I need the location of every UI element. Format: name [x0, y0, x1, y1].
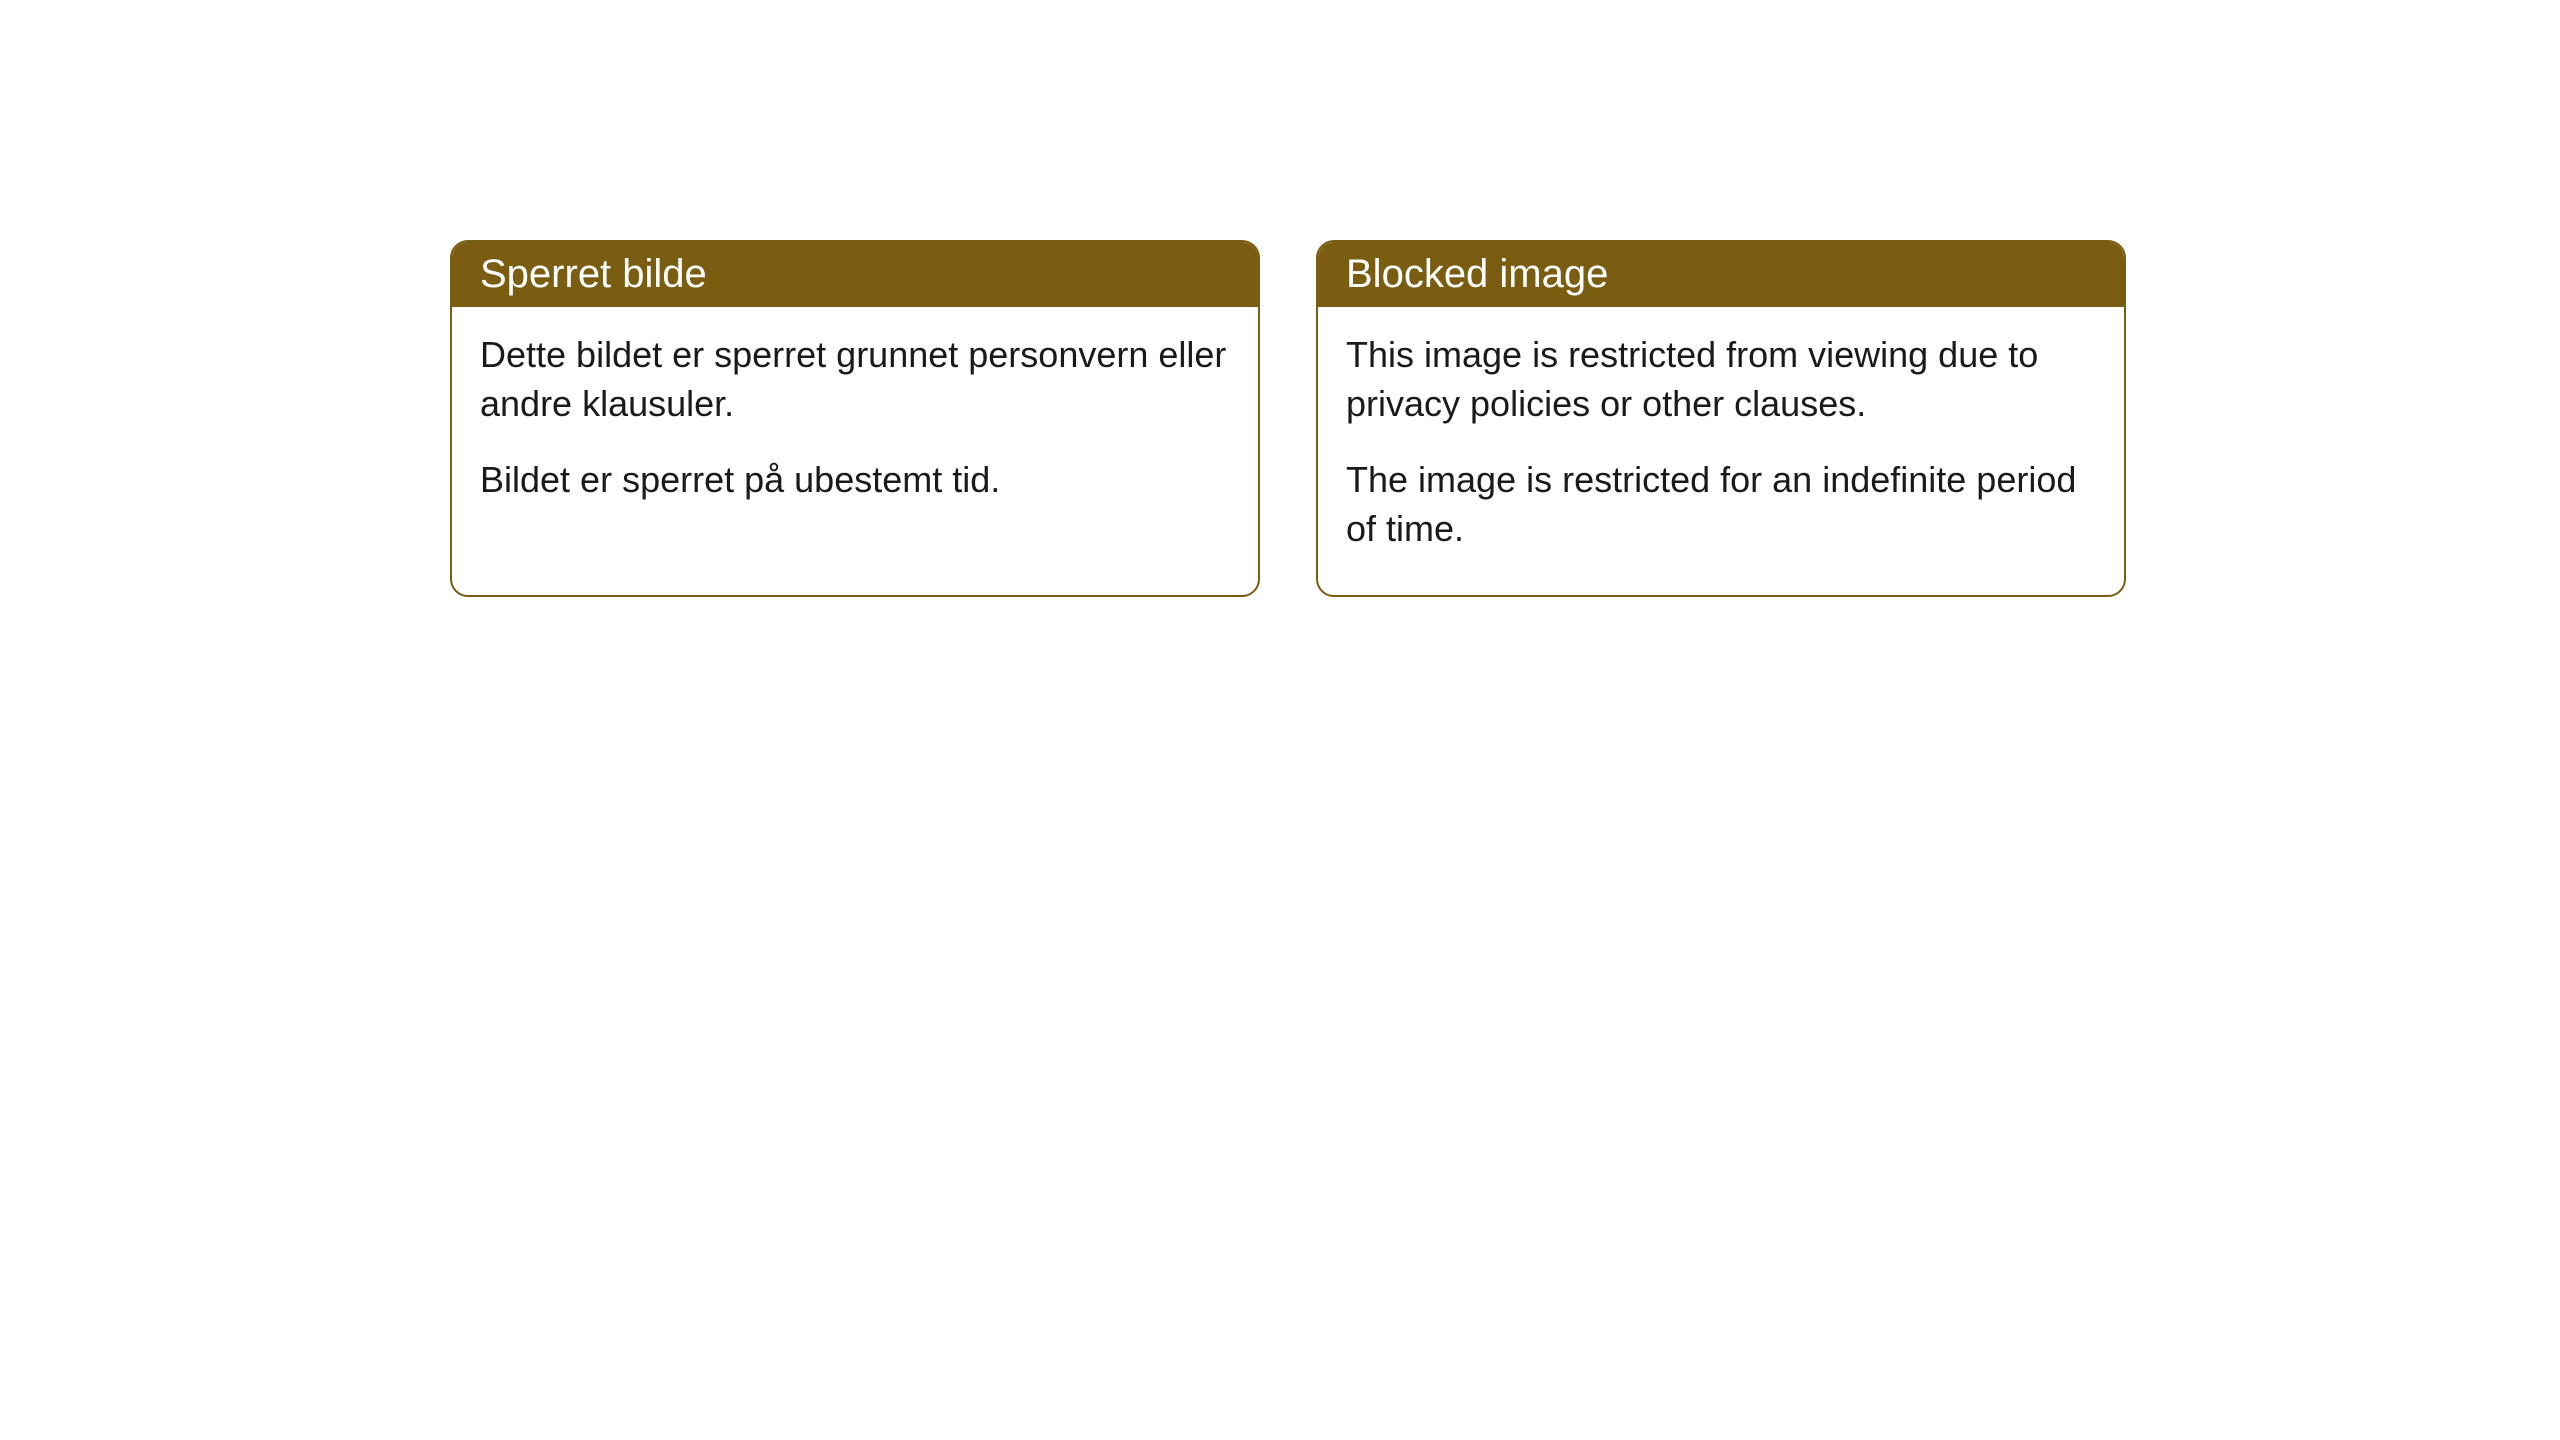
card-header: Blocked image [1318, 242, 2124, 307]
notice-card-norwegian: Sperret bilde Dette bildet er sperret gr… [450, 240, 1260, 597]
card-paragraph-2: The image is restricted for an indefinit… [1346, 456, 2096, 553]
card-paragraph-1: Dette bildet er sperret grunnet personve… [480, 331, 1230, 428]
notice-container: Sperret bilde Dette bildet er sperret gr… [0, 0, 2560, 597]
card-header: Sperret bilde [452, 242, 1258, 307]
card-title: Sperret bilde [480, 252, 707, 296]
card-paragraph-1: This image is restricted from viewing du… [1346, 331, 2096, 428]
card-paragraph-2: Bildet er sperret på ubestemt tid. [480, 456, 1230, 505]
card-body: This image is restricted from viewing du… [1318, 307, 2124, 595]
card-body: Dette bildet er sperret grunnet personve… [452, 307, 1258, 547]
notice-card-english: Blocked image This image is restricted f… [1316, 240, 2126, 597]
card-title: Blocked image [1346, 252, 1608, 296]
